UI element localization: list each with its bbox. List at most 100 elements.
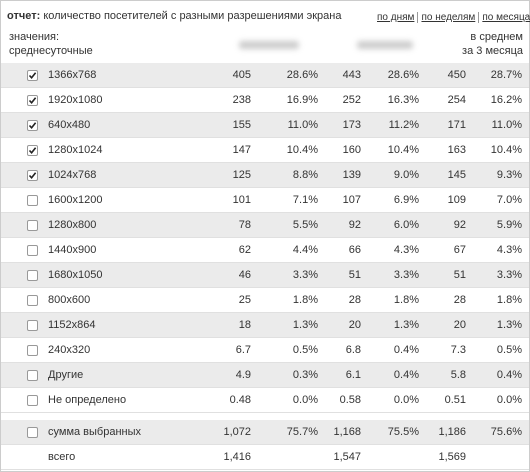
cell: 0.4%: [393, 344, 419, 356]
cell: 1.8%: [393, 294, 419, 306]
checkbox[interactable]: [27, 395, 38, 406]
checkbox[interactable]: [27, 320, 38, 331]
cell: 5.8: [450, 369, 466, 381]
checkbox[interactable]: [27, 345, 38, 356]
row-label: 800x600: [48, 294, 91, 306]
row-label: 240x320: [48, 344, 91, 356]
cell: 0.51: [444, 394, 466, 406]
cell: 28: [348, 294, 361, 306]
table-row: 1440x900 62 4.4% 66 4.3% 67 4.3%: [1, 238, 529, 263]
table-row: 1280x1024 147 10.4% 160 10.4% 163 10.4%: [1, 138, 529, 163]
cell: 92: [453, 219, 466, 231]
cell: 4.4%: [292, 244, 318, 256]
checkbox[interactable]: [27, 370, 38, 381]
table-row: 1600x1200 101 7.1% 107 6.9% 109 7.0%: [1, 188, 529, 213]
cell: 18: [238, 319, 251, 331]
cell: 0.4%: [496, 369, 522, 381]
table-row: 1280x800 78 5.5% 92 6.0% 92 5.9%: [1, 213, 529, 238]
cell: 3.3%: [292, 269, 318, 281]
table-row: 640x480 155 11.0% 173 11.2% 171 11.0%: [1, 113, 529, 138]
table-row: 240x320 6.7 0.5% 6.8 0.4% 7.3 0.5%: [1, 338, 529, 363]
cell: 28.6%: [387, 69, 419, 81]
cell: 66: [348, 244, 361, 256]
cell: 67: [453, 244, 466, 256]
row-label: 1680x1050: [48, 269, 103, 281]
cell: 75.6%: [490, 426, 522, 438]
checkbox[interactable]: [27, 195, 38, 206]
table-row: 1680x1050 46 3.3% 51 3.3% 51 3.3%: [1, 263, 529, 288]
cell: 9.3%: [496, 169, 522, 181]
cell: 11.0%: [287, 119, 318, 131]
cell: 1.3%: [393, 319, 419, 331]
period-links: по дням по неделям по месяцам: [377, 11, 530, 24]
cell: 25: [238, 294, 251, 306]
cell: 78: [238, 219, 251, 231]
cell: 155: [232, 119, 251, 131]
cell: 16.3%: [387, 94, 419, 106]
cell: 75.5%: [387, 426, 419, 438]
table-row: 1920x1080 238 16.9% 252 16.3% 254 16.2%: [1, 88, 529, 113]
cell: 6.0%: [393, 219, 419, 231]
cell: 8.8%: [292, 169, 318, 181]
link-months[interactable]: по месяцам: [478, 12, 530, 23]
link-days[interactable]: по дням: [377, 12, 415, 23]
cell: 145: [447, 169, 466, 181]
cell: 0.0%: [496, 394, 522, 406]
checkbox[interactable]: [27, 245, 38, 256]
cell: 1.8%: [496, 294, 522, 306]
cell: 160: [342, 144, 361, 156]
table-row: Не определено 0.48 0.0% 0.58 0.0% 0.51 0.0%: [1, 388, 529, 413]
row-label: 1366x768: [48, 69, 97, 81]
row-label: 640x480: [48, 119, 91, 131]
cell: 6.7: [235, 344, 251, 356]
row-label: Другие: [48, 369, 84, 381]
cell: 1.3%: [496, 319, 522, 331]
cell: 28: [453, 294, 466, 306]
cell: 171: [447, 119, 466, 131]
cell: 139: [342, 169, 361, 181]
cell: 450: [447, 69, 466, 81]
row-label: сумма выбранных: [48, 426, 142, 438]
table-row: всего 1,416 1,547 1,569: [1, 445, 529, 470]
cell: 4.3%: [496, 244, 522, 256]
cell: 173: [342, 119, 361, 131]
table-row: 1366x768 405 28.6% 443 28.6% 450 28.7%: [1, 63, 529, 88]
cell: 4.9: [235, 369, 251, 381]
checkbox[interactable]: [27, 95, 38, 106]
table-row: 1152x864 18 1.3% 20 1.3% 20 1.3%: [1, 313, 529, 338]
blurred-header: [239, 41, 299, 49]
cell: 101: [232, 194, 251, 206]
cell: 6.8: [345, 344, 361, 356]
cell: 7.0%: [496, 194, 522, 206]
table-row: сумма выбранных 1,072 75.7% 1,168 75.5% 1,186…: [1, 420, 529, 445]
row-label: 1024x768: [48, 169, 97, 181]
link-weeks[interactable]: по неделям: [417, 12, 476, 23]
cell: 147: [232, 144, 251, 156]
cell: 20: [348, 319, 361, 331]
cell: 11.0%: [491, 119, 522, 131]
table-row: 1024x768 125 8.8% 139 9.0% 145 9.3%: [1, 163, 529, 188]
checkbox[interactable]: [27, 295, 38, 306]
row-label: 1920x1080: [48, 94, 103, 106]
checkbox[interactable]: [27, 427, 38, 438]
report-title: отчет: количество посетителей с разными …: [7, 10, 341, 23]
cell: 20: [453, 319, 466, 331]
cell: 238: [232, 94, 251, 106]
checkbox[interactable]: [27, 170, 38, 181]
checkbox[interactable]: [27, 270, 38, 281]
checkbox[interactable]: [27, 70, 38, 81]
cell: 51: [453, 269, 466, 281]
values-mode: среднесуточные: [9, 45, 93, 57]
row-label: 1280x1024: [48, 144, 103, 156]
cell: 254: [447, 94, 466, 106]
cell: 46: [238, 269, 251, 281]
checkbox[interactable]: [27, 220, 38, 231]
cell: 3.3%: [393, 269, 419, 281]
cell: 5.5%: [292, 219, 318, 231]
checkbox[interactable]: [27, 120, 38, 131]
cell: 443: [342, 69, 361, 81]
avg-period: за 3 месяца: [462, 45, 523, 57]
cell: 28.6%: [286, 69, 318, 81]
cell: 1,186: [438, 426, 466, 438]
checkbox[interactable]: [27, 145, 38, 156]
